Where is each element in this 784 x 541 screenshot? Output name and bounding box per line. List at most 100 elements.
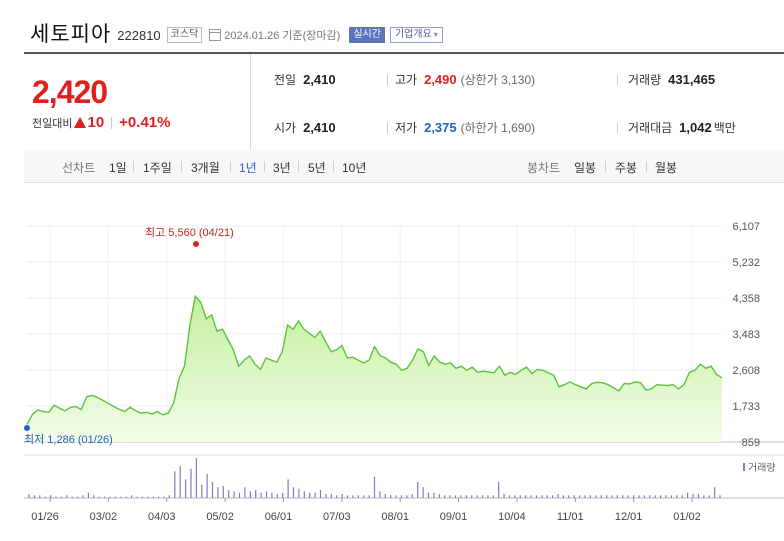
period-3month[interactable]: 3개월	[191, 161, 220, 175]
volume-bar	[325, 494, 327, 498]
x-tick-label: 05/02	[206, 511, 234, 523]
candle-monthly[interactable]: 월봉	[655, 161, 678, 175]
volume-bar	[616, 495, 618, 498]
volume-bar	[444, 495, 446, 498]
divider	[617, 122, 618, 134]
volume-bar	[109, 496, 111, 498]
period-1week[interactable]: 1주일	[143, 161, 172, 175]
base-date: 2024.01.26 기준(장마감)	[224, 30, 341, 42]
volume-bar	[104, 496, 106, 498]
high-annotation: 최고 5,560 (04/21)	[145, 226, 234, 239]
period-10year[interactable]: 10년	[342, 161, 367, 175]
volume-bar	[131, 495, 133, 498]
volume-bar	[125, 496, 127, 498]
volume-bar	[368, 495, 370, 498]
volume-bar	[174, 471, 176, 498]
line-chart-label: 선차트	[62, 161, 96, 175]
volume-bar	[238, 492, 241, 498]
volume-bar	[93, 495, 95, 498]
volume-bar	[201, 484, 203, 498]
market-badge: 코스닥	[166, 26, 203, 43]
volume-bar	[411, 494, 413, 498]
volume-bar	[255, 490, 257, 498]
trade-value-cell: 거래대금 1,042 백만	[628, 119, 736, 136]
volume-bar	[633, 495, 635, 498]
divider	[298, 161, 299, 172]
volume-bar	[552, 495, 554, 498]
low-annotation: 최저 1,286 (01/26)	[24, 433, 113, 446]
high-value: 2,490	[424, 72, 457, 87]
volume-bar	[98, 496, 100, 498]
candle-weekly[interactable]: 주봉	[615, 161, 638, 175]
volume-bar	[622, 495, 624, 498]
volume-bar	[77, 496, 79, 498]
period-1year[interactable]: 1년	[239, 161, 257, 175]
volume-bar	[708, 495, 710, 498]
volume-bar	[158, 496, 160, 498]
volume-bar	[336, 495, 338, 498]
volume-bar	[260, 492, 262, 498]
x-tick-label: 01/02	[673, 511, 701, 523]
volume-bar	[654, 495, 656, 498]
volume-bar	[643, 495, 645, 498]
volume-bar	[660, 495, 662, 498]
period-1day[interactable]: 1일	[109, 161, 127, 175]
y-axis: 6,107 5,232 4,358 3,483 2,608 1,733 859	[732, 221, 760, 449]
volume-bar	[60, 496, 62, 498]
volume-bar	[309, 492, 311, 498]
volume-bar	[222, 486, 224, 498]
divider	[133, 161, 134, 172]
low-value: 2,375	[424, 120, 457, 135]
change-label: 전일대비	[32, 117, 73, 130]
volume-bar	[152, 496, 154, 498]
volume-bar	[476, 495, 478, 498]
volume-bar	[454, 495, 457, 498]
volume-bar	[44, 496, 46, 498]
company-info-label: 기업개요	[394, 28, 432, 40]
chevron-down-icon: ▾	[433, 29, 438, 39]
volume-legend-swatch	[743, 463, 745, 471]
volume-bar	[147, 496, 149, 498]
volume-cell: 거래량 431,465	[628, 71, 715, 88]
volume-bar	[557, 494, 559, 498]
company-info-button[interactable]: 기업개요 ▾	[389, 26, 443, 43]
price-summary: 2,420 전일대비 10 +0.41%	[24, 54, 251, 152]
x-tick-label: 10/04	[498, 511, 526, 523]
volume-bar	[638, 495, 640, 498]
trade-value-label: 거래대금	[628, 121, 673, 135]
volume-bar	[438, 494, 440, 498]
volume-bar	[562, 495, 564, 498]
volume-bar	[373, 476, 376, 498]
change-amount: 10	[87, 114, 105, 131]
period-3year[interactable]: 3년	[273, 161, 291, 175]
volume-bar	[292, 487, 295, 498]
prev-close-cell: 전일 2,410	[274, 71, 336, 88]
candle-chart-label: 봉차트	[527, 161, 561, 175]
divider	[333, 161, 334, 172]
volume-bar	[384, 494, 386, 498]
volume-bar	[670, 495, 672, 498]
volume-bar	[541, 495, 543, 498]
volume-bar	[136, 496, 138, 498]
change-row: 전일대비 10 +0.41%	[32, 114, 170, 131]
volume-bar	[525, 495, 527, 498]
title-bar: 세토피아 222810 코스닥 2024.01.26 기준(장마감) 실시간 기…	[30, 20, 443, 46]
x-tick-label: 03/02	[90, 511, 118, 523]
volume-value: 431,465	[668, 72, 716, 87]
volume-bar	[692, 494, 694, 498]
volume-bar	[28, 494, 30, 498]
period-5year[interactable]: 5년	[308, 161, 326, 175]
price-area	[27, 296, 722, 442]
volume-bar	[298, 488, 300, 498]
volume-bar	[530, 495, 532, 498]
volume-bar	[211, 482, 214, 498]
volume-bar	[584, 495, 586, 498]
x-tick-label: 09/01	[440, 511, 468, 523]
realtime-button[interactable]: 실시간	[349, 26, 385, 43]
open-value: 2,410	[303, 120, 336, 135]
divider	[230, 161, 231, 172]
divider	[181, 161, 182, 172]
low-cell: 저가 2,375 (하한가 1,690)	[395, 119, 535, 136]
candle-daily[interactable]: 일봉	[574, 161, 597, 175]
